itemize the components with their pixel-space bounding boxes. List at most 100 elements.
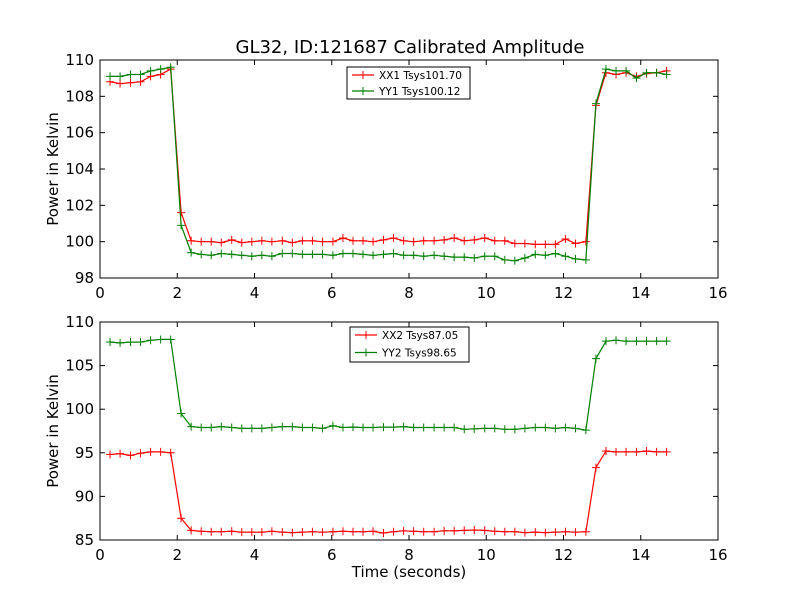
data-point (470, 254, 479, 263)
data-point (510, 425, 519, 434)
data-point (541, 423, 550, 432)
data-point (278, 249, 287, 258)
data-point (490, 424, 499, 433)
x-tick-label: 10 (477, 546, 496, 564)
data-point (247, 237, 256, 246)
data-point (288, 422, 297, 431)
data-point (642, 447, 651, 456)
data-point (399, 526, 408, 535)
data-point (632, 337, 641, 346)
data-point (136, 77, 145, 86)
data-point (409, 423, 418, 432)
data-point (348, 249, 357, 258)
data-point (419, 236, 428, 245)
data-point (480, 526, 489, 535)
x-tick-label: 14 (631, 546, 650, 564)
data-point (166, 448, 175, 457)
data-point (551, 249, 560, 258)
data-point (298, 528, 307, 537)
x-tick-label: 4 (250, 546, 260, 564)
data-point (632, 447, 641, 456)
y-tick-label: 98 (75, 269, 94, 287)
y-tick-label: 110 (65, 51, 94, 69)
data-point (156, 447, 165, 456)
data-point (430, 236, 439, 245)
data-point (591, 354, 600, 363)
data-point (389, 527, 398, 536)
data-point (217, 527, 226, 536)
data-point (642, 68, 651, 77)
data-point (520, 239, 529, 248)
x-tick-label: 2 (172, 284, 182, 302)
data-point (237, 251, 246, 260)
data-point (359, 423, 368, 432)
data-point (581, 255, 590, 264)
data-point (318, 250, 327, 259)
legend-label: YY1 Tsys100.12 (378, 86, 460, 98)
data-point (389, 249, 398, 258)
data-point (369, 251, 378, 260)
data-point (662, 447, 671, 456)
legend-label: XX2 Tsys87.05 (382, 330, 458, 342)
data-point (227, 250, 236, 259)
data-point (652, 337, 661, 346)
x-tick-label: 0 (95, 546, 105, 564)
data-point (308, 527, 317, 536)
data-point (267, 237, 276, 246)
data-point (116, 79, 125, 88)
x-tick-label: 16 (708, 546, 727, 564)
y-tick-label: 105 (65, 357, 94, 375)
data-point (612, 447, 621, 456)
y-tick-label: 104 (65, 160, 94, 178)
data-point (136, 338, 145, 347)
data-point (177, 208, 186, 217)
data-point (338, 249, 347, 258)
data-point (450, 423, 459, 432)
y-axis-label: Power in Kelvin (44, 112, 62, 226)
x-tick-label: 12 (554, 546, 573, 564)
data-point (662, 70, 671, 79)
data-point (156, 65, 165, 74)
x-tick-label: 4 (250, 284, 260, 302)
data-point (328, 421, 337, 430)
data-point (480, 234, 489, 243)
data-point (409, 237, 418, 246)
data-point (298, 423, 307, 432)
data-point (622, 447, 631, 456)
legend-label: XX1 Tsys101.70 (379, 70, 462, 82)
data-point (551, 424, 560, 433)
data-point (510, 239, 519, 248)
x-tick-label: 6 (327, 546, 337, 564)
data-point (419, 527, 428, 536)
data-point (601, 337, 610, 346)
data-point (601, 447, 610, 456)
data-point (591, 463, 600, 472)
y-tick-label: 95 (75, 444, 94, 462)
data-point (267, 252, 276, 261)
data-point (146, 336, 155, 345)
x-tick-label: 0 (95, 284, 105, 302)
data-point (126, 338, 135, 347)
data-point (369, 527, 378, 536)
data-point (227, 423, 236, 432)
data-point (551, 528, 560, 537)
data-point (106, 72, 115, 81)
data-point (278, 422, 287, 431)
data-point (207, 423, 216, 432)
data-point (247, 528, 256, 537)
data-point (450, 253, 459, 262)
data-point (166, 335, 175, 344)
top-plot: 0 2 4 6 8 10 12 14 16 98 100 102 104 106 108 110 Power i… (44, 51, 728, 302)
x-axis-label: Time (seconds) (351, 563, 467, 581)
data-point (652, 447, 661, 456)
data-point (541, 528, 550, 537)
data-point (227, 527, 236, 536)
data-point (146, 447, 155, 456)
data-point (551, 240, 560, 249)
data-point (247, 424, 256, 433)
data-point (177, 221, 186, 230)
data-point (510, 527, 519, 536)
data-point (379, 250, 388, 259)
data-point (328, 527, 337, 536)
